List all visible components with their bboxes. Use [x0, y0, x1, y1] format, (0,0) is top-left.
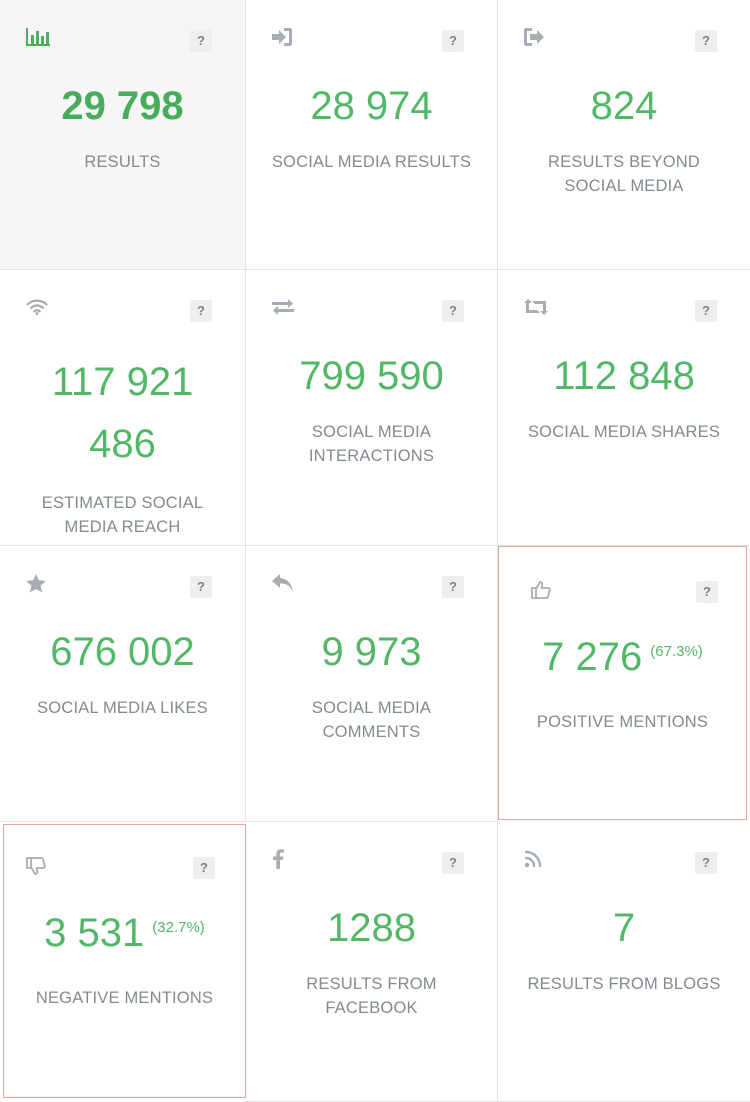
sign-in-icon [272, 26, 298, 48]
help-button[interactable]: ? [695, 300, 717, 322]
results-from-blogs-label: RESULTS FROM BLOGS [527, 975, 721, 993]
card-social-media-comments[interactable]: ? 9 973 SOCIAL MEDIA COMMENTS [246, 546, 498, 822]
results-from-blogs-value: 7 [612, 906, 636, 950]
negative-mentions-value-row: 3 531 (32.7%) [14, 907, 235, 968]
sign-out-icon [524, 26, 550, 48]
thumbs-up-icon [531, 579, 557, 601]
social-media-interactions-label: SOCIAL MEDIA INTERACTIONS [308, 423, 435, 465]
card-social-media-likes[interactable]: ? 676 002 SOCIAL MEDIA LIKES [0, 546, 246, 822]
social-media-shares-label: SOCIAL MEDIA SHARES [527, 423, 721, 441]
bar-chart-icon [26, 26, 52, 48]
card-results-beyond-social-media[interactable]: ? 824 RESULTS BEYOND SOCIAL MEDIA [498, 0, 750, 270]
negative-mentions-percent: (32.7%) [152, 919, 205, 936]
negative-mentions-label: NEGATIVE MENTIONS [35, 989, 214, 1007]
reply-icon [272, 572, 298, 594]
star-icon [26, 572, 52, 594]
card-estimated-social-media-reach[interactable]: ? 117 921 486 ESTIMATED SOCIAL MEDIA REA… [0, 270, 246, 546]
help-button[interactable]: ? [442, 852, 464, 874]
positive-mentions-label: POSITIVE MENTIONS [536, 713, 709, 731]
help-button[interactable]: ? [193, 857, 215, 879]
card-results[interactable]: ? 29 798 RESULTS [0, 0, 246, 270]
card-results-from-facebook[interactable]: ? 1288 RESULTS FROM FACEBOOK [246, 822, 498, 1102]
facebook-icon [272, 848, 298, 870]
help-button[interactable]: ? [696, 581, 718, 603]
card-social-media-results[interactable]: ? 28 974 SOCIAL MEDIA RESULTS [246, 0, 498, 270]
social-media-results-value: 28 974 [310, 84, 433, 128]
positive-mentions-percent: (67.3%) [650, 643, 703, 660]
social-media-likes-value: 676 002 [50, 630, 195, 674]
results-label: RESULTS [84, 153, 161, 171]
help-button[interactable]: ? [442, 300, 464, 322]
retweet-icon [524, 296, 550, 318]
help-button[interactable]: ? [190, 300, 212, 322]
social-media-interactions-value: 799 590 [299, 354, 444, 398]
positive-mentions-value: 7 276 [542, 635, 643, 679]
rss-icon [524, 848, 550, 870]
social-media-shares-value: 112 848 [553, 354, 695, 398]
help-button[interactable]: ? [190, 576, 212, 598]
help-button[interactable]: ? [442, 30, 464, 52]
results-beyond-social-media-value: 824 [590, 84, 658, 128]
card-social-media-interactions[interactable]: ? 799 590 SOCIAL MEDIA INTERACTIONS [246, 270, 498, 546]
negative-mentions-value: 3 531 [44, 911, 145, 955]
card-social-media-shares[interactable]: ? 112 848 SOCIAL MEDIA SHARES [498, 270, 750, 546]
help-button[interactable]: ? [442, 576, 464, 598]
card-positive-mentions[interactable]: ? 7 276 (67.3%) POSITIVE MENTIONS [498, 546, 747, 820]
results-value: 29 798 [61, 84, 184, 128]
social-media-results-label: SOCIAL MEDIA RESULTS [271, 153, 472, 171]
results-from-facebook-value: 1288 [327, 906, 416, 950]
estimated-social-media-reach-value: 117 921 486 [51, 360, 194, 466]
social-media-comments-value: 9 973 [321, 630, 422, 674]
thumbs-down-icon [26, 855, 52, 877]
card-negative-mentions[interactable]: ? 3 531 (32.7%) NEGATIVE MENTIONS [3, 824, 246, 1098]
wifi-icon [26, 296, 52, 318]
social-media-likes-label: SOCIAL MEDIA LIKES [37, 699, 208, 717]
help-button[interactable]: ? [695, 852, 717, 874]
social-media-comments-label: SOCIAL MEDIA COMMENTS [311, 699, 432, 741]
results-from-facebook-label: RESULTS FROM FACEBOOK [306, 975, 437, 1017]
estimated-social-media-reach-label: ESTIMATED SOCIAL MEDIA REACH [41, 494, 204, 536]
card-results-from-blogs[interactable]: ? 7 RESULTS FROM BLOGS [498, 822, 750, 1102]
help-button[interactable]: ? [190, 30, 212, 52]
positive-mentions-value-row: 7 276 (67.3%) [509, 631, 736, 692]
help-button[interactable]: ? [695, 30, 717, 52]
exchange-icon [272, 296, 298, 318]
results-beyond-social-media-label: RESULTS BEYOND SOCIAL MEDIA [548, 153, 700, 195]
